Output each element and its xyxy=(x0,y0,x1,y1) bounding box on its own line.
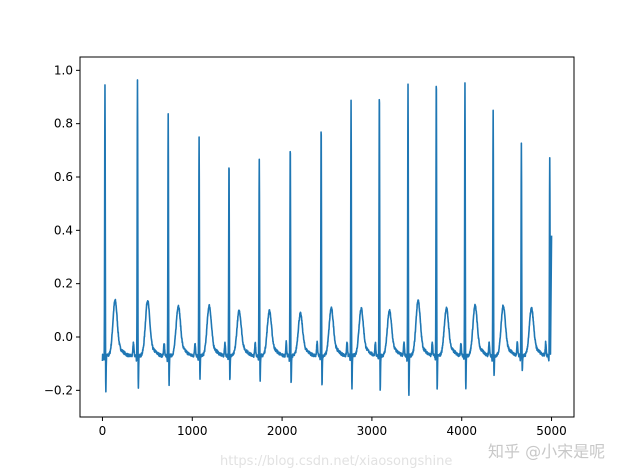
watermark-url: https://blog.csdn.net/xiaosongshine xyxy=(220,454,452,469)
y-tick-label: 1.0 xyxy=(54,63,73,77)
y-tick-label: 0.0 xyxy=(54,330,73,344)
axes-frame xyxy=(79,56,575,418)
x-tick-label: 4000 xyxy=(446,424,477,438)
y-tick-label: 0.8 xyxy=(54,117,73,131)
x-tick-label: 5000 xyxy=(536,424,567,438)
x-axis: 0 1000 2000 3000 4000 5000 xyxy=(99,417,567,438)
x-tick-label: 3000 xyxy=(357,424,388,438)
plot-area xyxy=(101,79,553,396)
ecg-series-line xyxy=(101,79,553,396)
x-tick-label: 0 xyxy=(99,424,107,438)
y-tick-label: 0.4 xyxy=(54,223,73,237)
y-tick-label: 0.2 xyxy=(54,277,73,291)
x-tick-label: 1000 xyxy=(177,424,208,438)
watermark-zhihu: 知乎 @小宋是呢 xyxy=(488,442,605,461)
y-tick-label: 0.6 xyxy=(54,170,73,184)
y-axis: −0.2 0.0 0.2 0.4 0.6 0.8 1.0 xyxy=(44,63,80,397)
y-tick-label: −0.2 xyxy=(44,383,73,397)
x-tick-label: 2000 xyxy=(267,424,298,438)
